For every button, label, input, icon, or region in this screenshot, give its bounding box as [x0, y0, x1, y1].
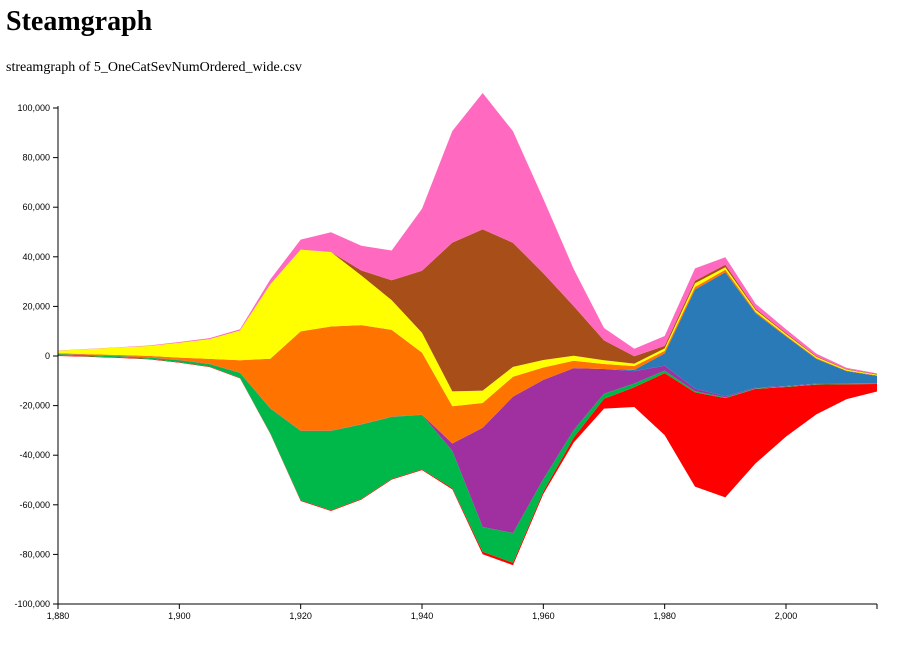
stream-area: [58, 272, 877, 444]
y-tick-label: 60,000: [22, 202, 50, 212]
areas: [58, 92, 877, 566]
x-tick-label: 1,980: [653, 611, 676, 621]
y-tick-label: -80,000: [19, 549, 50, 559]
y-tick-label: 40,000: [22, 252, 50, 262]
y-tick-label: -20,000: [19, 401, 50, 411]
y-tick-label: 20,000: [22, 301, 50, 311]
y-tick-label: 0: [45, 351, 50, 361]
chart-title: Steamgraph: [6, 6, 153, 37]
y-tick-label: -100,000: [14, 599, 50, 609]
x-tick-label: 1,880: [47, 611, 70, 621]
y-tick-label: -60,000: [19, 500, 50, 510]
stream-area: [58, 354, 877, 563]
x-tick-label: 2,000: [775, 611, 798, 621]
y-tick-label: -40,000: [19, 450, 50, 460]
stream-area: [58, 229, 877, 392]
x-tick-label: 1,920: [289, 611, 312, 621]
stream-area: [58, 92, 877, 375]
stream-area: [58, 354, 877, 533]
x-tick-label: 1,940: [411, 611, 434, 621]
stream-area: [58, 355, 877, 566]
x-tick-label: 1,960: [532, 611, 555, 621]
stream-area: [58, 269, 877, 444]
chart-subtitle: streamgraph of 5_OneCatSevNumOrdered_wid…: [6, 60, 302, 75]
x-tick-label: 1,900: [168, 611, 191, 621]
y-tick-label: 80,000: [22, 153, 50, 163]
y-tick-label: 100,000: [17, 103, 50, 113]
